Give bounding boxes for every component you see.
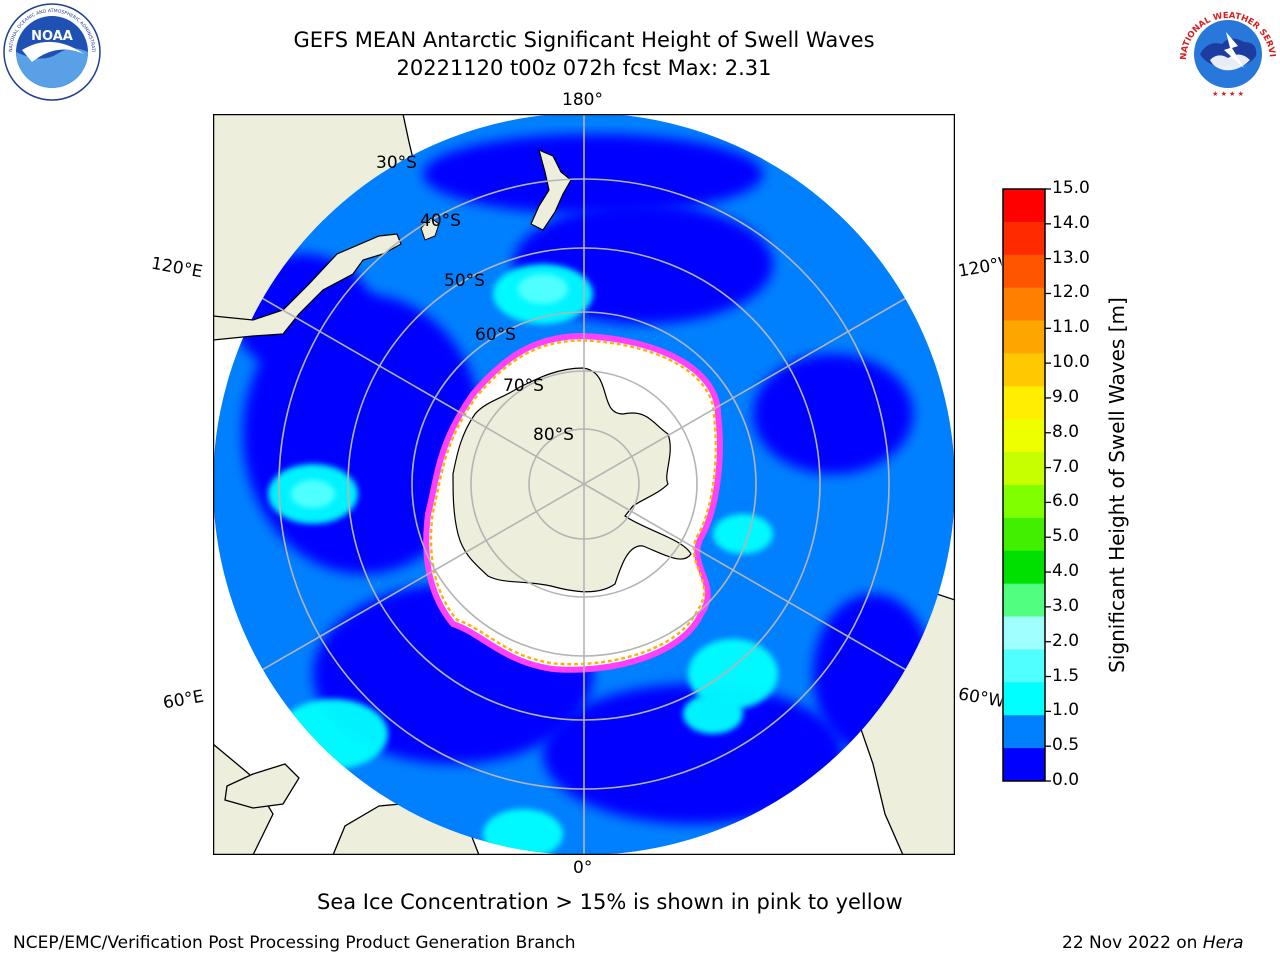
colorbar-segment — [1003, 682, 1045, 716]
colorbar-segment — [1003, 353, 1045, 387]
colorbar-tick-label: 4.0 — [1052, 561, 1080, 582]
colorbar-tick-label: 5.0 — [1052, 526, 1080, 547]
colorbar-segment — [1003, 320, 1045, 354]
colorbar-tick-label: 13.0 — [1052, 247, 1090, 268]
lat-label-50s: 50°S — [444, 271, 485, 291]
colorbar-tick-label: 1.0 — [1052, 700, 1080, 721]
colorbar-tick-label: 3.0 — [1052, 595, 1080, 616]
nws-logo: NATIONAL WEATHER SERVICE ★ ★ ★ ★ — [1178, 2, 1277, 100]
colorbar — [1002, 188, 1051, 782]
colorbar-segment — [1003, 386, 1045, 420]
colorbar-tick-label: 11.0 — [1052, 317, 1090, 338]
lat-label-70s: 70°S — [503, 376, 544, 396]
colorbar-segment — [1003, 649, 1045, 683]
noaa-logo: NOAA NATIONAL OCEANIC AND ATMOSPHERIC AD… — [2, 2, 101, 101]
sea-ice-note: Sea Ice Concentration > 15% is shown in … — [317, 890, 903, 914]
map-frame — [213, 114, 955, 855]
polar-map — [213, 114, 955, 855]
lon-label-0: 0° — [573, 858, 593, 878]
colorbar-segment — [1003, 419, 1045, 453]
svg-text:NOAA: NOAA — [31, 29, 73, 44]
colorbar-title: Significant Height of Swell Waves [m] — [1105, 297, 1129, 673]
colorbar-tick-label: 8.0 — [1052, 421, 1080, 442]
colorbar-segment — [1003, 485, 1045, 519]
colorbar-segment — [1003, 287, 1045, 322]
lon-label-120w: 120°W — [956, 254, 1004, 282]
colorbar-segment — [1003, 748, 1045, 782]
colorbar-segment — [1003, 583, 1045, 618]
lat-label-30s: 30°S — [376, 153, 417, 173]
colorbar-tick-label: 10.0 — [1052, 352, 1090, 373]
svg-text:★ ★ ★ ★: ★ ★ ★ ★ — [1212, 90, 1244, 98]
colorbar-tick-label: 1.5 — [1052, 665, 1080, 686]
lat-label-60s: 60°S — [475, 325, 516, 345]
footer-date-text: 22 Nov 2022 on — [1062, 933, 1203, 953]
footer-credit: NCEP/EMC/Verification Post Processing Pr… — [13, 933, 576, 953]
colorbar-segment — [1003, 221, 1045, 256]
colorbar-segment — [1003, 616, 1045, 650]
colorbar-tick-label: 7.0 — [1052, 456, 1080, 477]
colorbar-segment — [1003, 715, 1045, 749]
colorbar-segment — [1003, 517, 1045, 552]
colorbar-tick-label: 2.0 — [1052, 630, 1080, 651]
lon-label-120e: 120°E — [149, 253, 205, 283]
lon-label-60e: 60°E — [161, 686, 206, 714]
lat-label-40s: 40°S — [420, 211, 461, 231]
colorbar-tick-label: 0.5 — [1052, 735, 1080, 756]
lon-label-60w: 60°W — [956, 684, 1004, 712]
colorbar-segment — [1003, 550, 1045, 585]
colorbar-segment — [1003, 189, 1045, 223]
graticule — [213, 114, 955, 855]
lat-label-80s: 80°S — [533, 425, 574, 445]
lon-label-180: 180° — [562, 90, 603, 110]
colorbar-tick-label: 12.0 — [1052, 282, 1090, 303]
colorbar-tick-label: 6.0 — [1052, 491, 1080, 512]
chart-title: GEFS MEAN Antarctic Significant Height o… — [293, 28, 875, 52]
colorbar-segment — [1003, 254, 1045, 289]
colorbar-tick-label: 9.0 — [1052, 386, 1080, 407]
colorbar-segment — [1003, 452, 1045, 486]
colorbar-tick-label: 15.0 — [1052, 178, 1090, 198]
chart-subtitle: 20221120 t00z 072h fcst Max: 2.31 — [396, 56, 772, 80]
colorbar-tick-label: 14.0 — [1052, 212, 1090, 233]
footer-date: 22 Nov 2022 on Hera — [1062, 933, 1244, 953]
colorbar-tick-label: 0.0 — [1052, 770, 1080, 790]
antarctica-land — [452, 367, 692, 593]
footer-host: Hera — [1202, 933, 1244, 953]
